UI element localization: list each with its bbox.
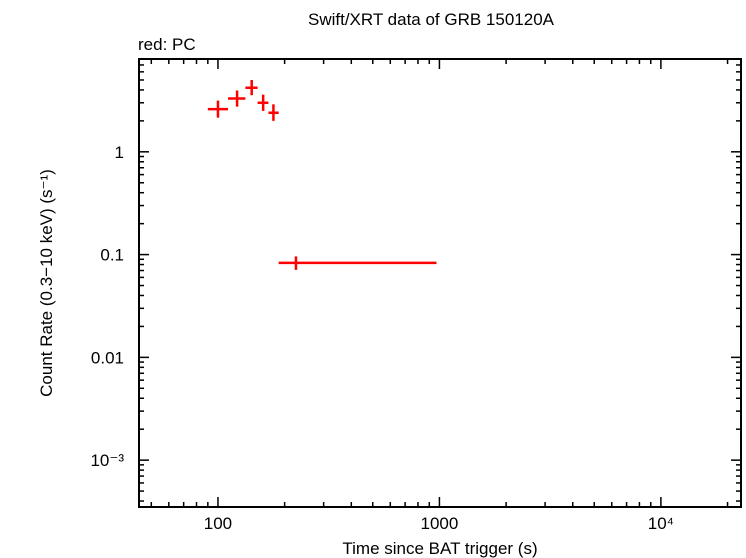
- plot-frame: [138, 58, 742, 508]
- data-point: [278, 256, 437, 270]
- data-point: [227, 90, 246, 107]
- y-tick-label: 0.1: [100, 246, 124, 265]
- x-tick-label: 10⁴: [648, 514, 674, 533]
- data-point: [257, 94, 269, 111]
- data-point: [207, 100, 228, 118]
- chart-subtitle: red: PC: [138, 35, 196, 54]
- x-tick-label: 1000: [421, 514, 459, 533]
- y-axis-label: Count Rate (0.3−10 keV) (s⁻¹): [37, 169, 56, 397]
- y-tick-label: 0.01: [91, 348, 124, 367]
- axes: 100 1000 10⁴ 1 0.1 0.01 10⁻³: [90, 58, 741, 533]
- data-point: [268, 104, 279, 121]
- x-axis-label: Time since BAT trigger (s): [342, 539, 537, 558]
- data-point: [245, 79, 258, 96]
- x-tick-label: 100: [204, 514, 232, 533]
- y-tick-label: 1: [115, 143, 124, 162]
- y-tick-label: 10⁻³: [90, 451, 124, 470]
- chart-title: Swift/XRT data of GRB 150120A: [308, 10, 555, 29]
- data-points: [207, 79, 437, 270]
